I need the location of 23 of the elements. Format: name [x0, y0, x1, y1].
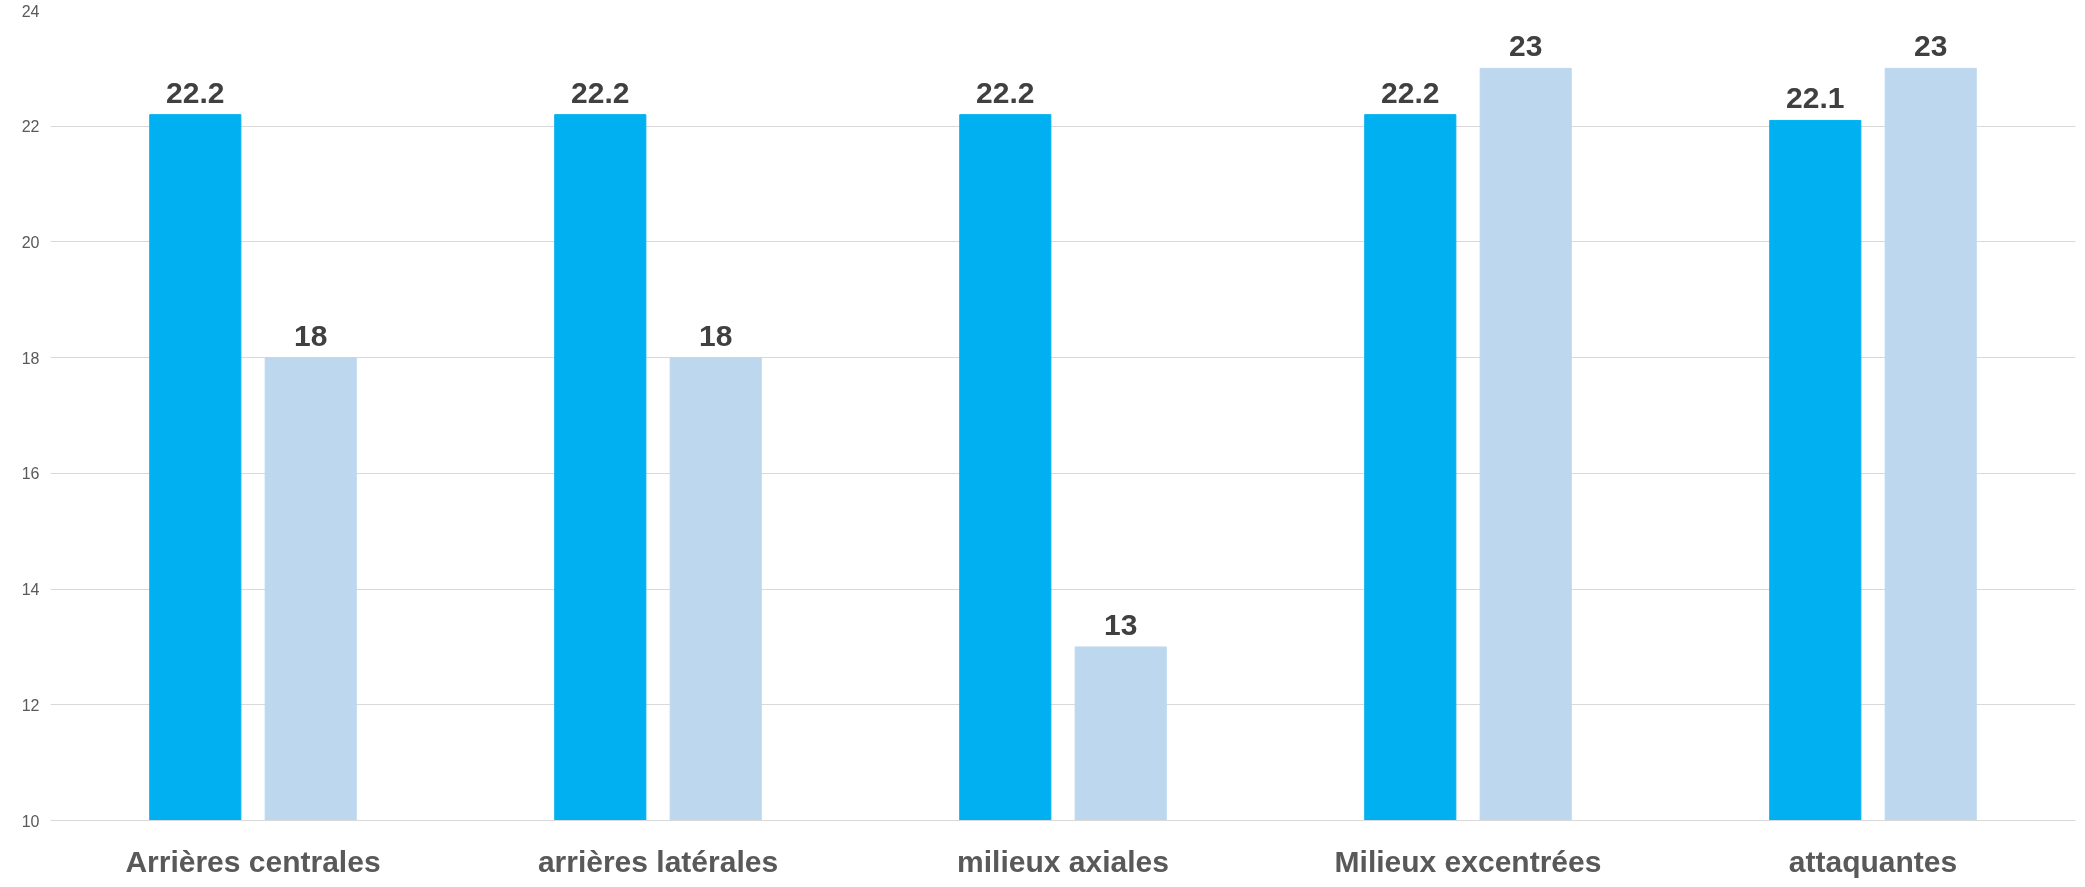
- data-label: 22.2: [166, 75, 225, 109]
- data-label: 23: [1914, 29, 1948, 63]
- y-tick-label: 10: [21, 812, 40, 830]
- data-label: 22.1: [1786, 81, 1845, 115]
- data-label: 13: [1104, 607, 1138, 641]
- x-tick-label: milieux axiales: [957, 844, 1169, 878]
- x-tick-label: attaquantes: [1788, 844, 1958, 878]
- data-label: 22.2: [976, 75, 1035, 109]
- data-label: 18: [294, 318, 328, 352]
- y-tick-label: 12: [21, 696, 40, 714]
- x-tick-label: Arrières centrales: [125, 844, 381, 878]
- y-tick-label: 18: [21, 349, 40, 367]
- data-label: 22.2: [1381, 75, 1440, 109]
- data-label: 18: [699, 318, 733, 352]
- y-tick-label: 22: [21, 118, 40, 136]
- data-label: 22.2: [571, 75, 630, 109]
- y-tick-label: 16: [21, 465, 40, 483]
- x-tick-label: arrières latérales: [537, 844, 779, 878]
- y-tick-label: 20: [21, 233, 40, 251]
- y-tick-label: 24: [21, 2, 40, 20]
- data-label: 23: [1509, 29, 1543, 63]
- x-tick-label: Milieux excentrées: [1334, 844, 1602, 878]
- y-tick-label: 14: [21, 581, 40, 599]
